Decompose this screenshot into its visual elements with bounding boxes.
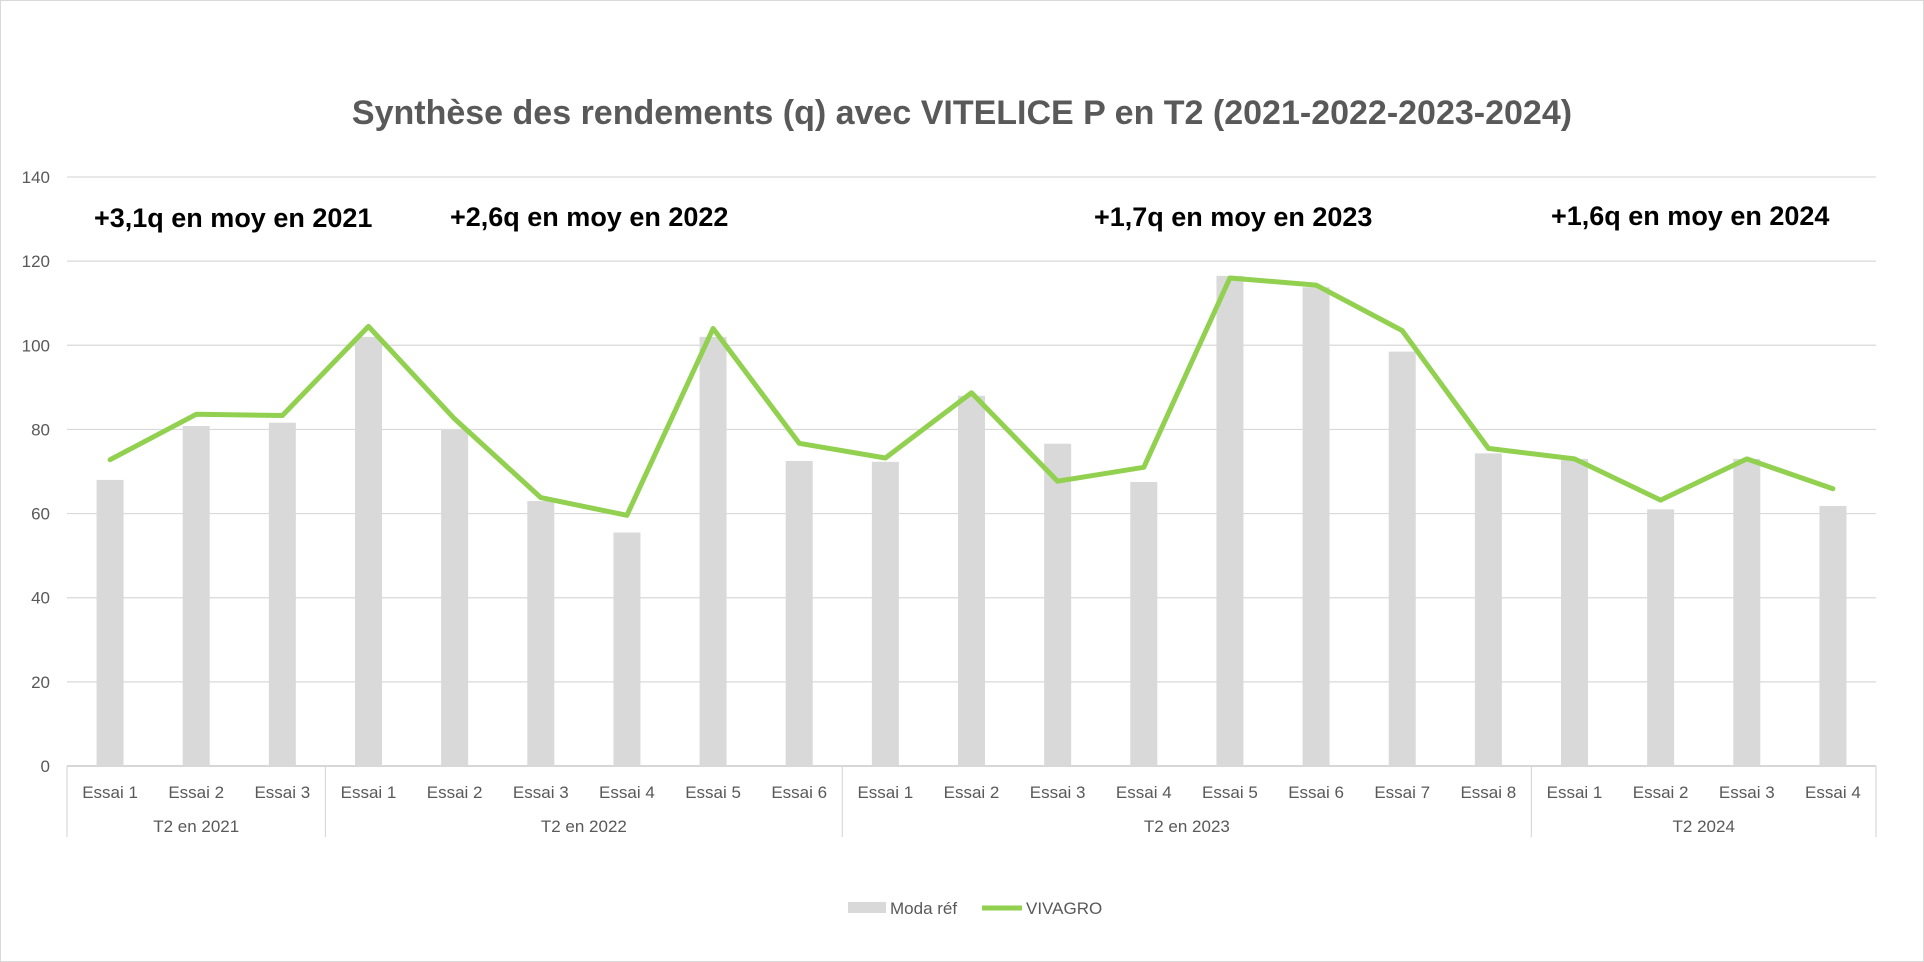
bar xyxy=(441,429,469,766)
bar xyxy=(1130,482,1158,766)
y-tick-label: 60 xyxy=(31,505,50,524)
annotation-label: +3,1q en moy en 2021 xyxy=(94,203,372,233)
x-tick-label: Essai 1 xyxy=(82,783,138,802)
x-group-label: T2 en 2022 xyxy=(541,817,627,836)
legend-label-moda-ref: Moda réf xyxy=(890,899,957,918)
x-tick-label: Essai 2 xyxy=(168,783,224,802)
bar xyxy=(527,500,555,766)
x-tick-label: Essai 1 xyxy=(341,783,397,802)
annotation-label: +2,6q en moy en 2022 xyxy=(450,202,728,232)
bar xyxy=(699,336,727,766)
x-tick-label: Essai 2 xyxy=(427,783,483,802)
x-tick-label: Essai 2 xyxy=(944,783,1000,802)
x-tick-label: Essai 2 xyxy=(1633,783,1689,802)
bar xyxy=(613,532,641,766)
bar xyxy=(785,460,813,766)
bar xyxy=(871,461,899,766)
bar xyxy=(1388,351,1416,766)
x-tick-label: Essai 3 xyxy=(1030,783,1086,802)
y-tick-label: 140 xyxy=(22,168,50,187)
x-tick-label: Essai 3 xyxy=(1719,783,1775,802)
x-group-label: T2 en 2021 xyxy=(153,817,239,836)
y-tick-label: 120 xyxy=(22,252,50,271)
x-tick-label: Essai 1 xyxy=(857,783,913,802)
x-tick-label: Essai 8 xyxy=(1460,783,1516,802)
x-group-label: T2 en 2023 xyxy=(1144,817,1230,836)
x-tick-label: Essai 4 xyxy=(1805,783,1861,802)
bar xyxy=(1733,458,1761,766)
bar xyxy=(1561,458,1588,766)
x-tick-label: Essai 4 xyxy=(599,783,655,802)
bar-series xyxy=(96,275,1847,766)
x-tick-label: Essai 5 xyxy=(685,783,741,802)
line-series xyxy=(107,275,1836,518)
bar xyxy=(1044,443,1072,766)
bar xyxy=(1216,275,1244,766)
legend-swatch-moda-ref xyxy=(848,902,886,913)
x-tick-label: Essai 7 xyxy=(1374,783,1430,802)
bar xyxy=(1474,453,1502,766)
bar xyxy=(1647,509,1675,766)
x-tick-label: Essai 3 xyxy=(513,783,569,802)
x-tick-label: Essai 6 xyxy=(1288,783,1344,802)
bar xyxy=(958,395,985,766)
annotation-label: +1,6q en moy en 2024 xyxy=(1551,201,1829,231)
legend-label-vivagro: VIVAGRO xyxy=(1026,899,1102,918)
x-tick-label: Essai 3 xyxy=(254,783,310,802)
y-tick-label: 40 xyxy=(31,589,50,608)
y-tick-label: 100 xyxy=(22,336,50,355)
x-axis: Essai 1 Essai 2 Essai 3 Essai 1 Essai 2 Essai… xyxy=(66,766,1877,837)
bar xyxy=(1302,287,1330,766)
bar xyxy=(355,336,382,766)
y-tick-label: 20 xyxy=(31,673,50,692)
x-group-label: T2 2024 xyxy=(1673,817,1735,836)
x-tick-label: Essai 1 xyxy=(1547,783,1603,802)
x-tick-label: Essai 6 xyxy=(771,783,827,802)
y-tick-label: 0 xyxy=(41,757,50,776)
bar xyxy=(182,426,210,766)
bar xyxy=(1819,505,1847,766)
bar xyxy=(96,479,124,766)
y-tick-label: 80 xyxy=(31,420,50,439)
chart-title: Synthèse des rendements (q) avec VITELIC… xyxy=(352,94,1572,132)
bar xyxy=(268,422,296,766)
x-tick-label: Essai 4 xyxy=(1116,783,1172,802)
annotation-label: +1,7q en moy en 2023 xyxy=(1094,202,1372,232)
annotations: +3,1q en moy en 2021 +2,6q en moy en 2022… xyxy=(94,201,1829,233)
legend: Moda réf VIVAGRO xyxy=(848,899,1102,918)
x-tick-label: Essai 5 xyxy=(1202,783,1258,802)
y-axis: 0 20 40 60 80 100 120 140 xyxy=(22,168,50,776)
